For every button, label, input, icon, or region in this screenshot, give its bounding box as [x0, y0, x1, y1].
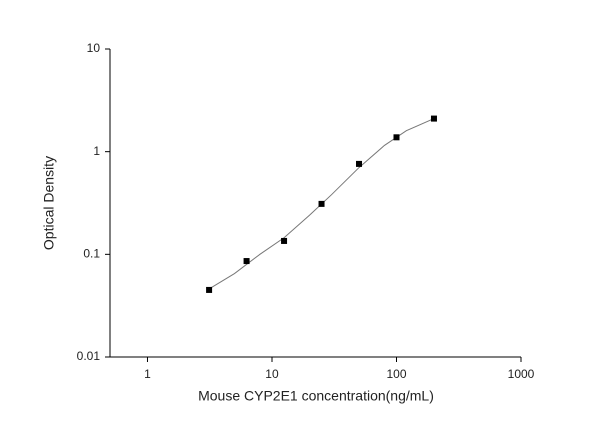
- y-tick-label: 0.1: [83, 247, 100, 261]
- y-axis-label: Optical Density: [41, 156, 57, 250]
- x-tick-label: 1: [144, 367, 151, 381]
- y-tick-label: 1: [93, 144, 100, 158]
- data-point: [393, 134, 400, 141]
- data-point: [281, 237, 288, 244]
- data-point: [356, 160, 363, 167]
- y-tick-label: 10: [87, 41, 101, 55]
- data-point: [206, 286, 213, 293]
- x-tick-label: 10: [265, 367, 279, 381]
- data-point: [430, 115, 437, 122]
- x-axis-label: Mouse CYP2E1 concentration(ng/mL): [198, 388, 434, 404]
- data-point: [243, 258, 250, 265]
- x-tick-label: 100: [386, 367, 406, 381]
- y-tick-label: 0.01: [77, 349, 101, 363]
- data-point: [318, 200, 325, 207]
- x-tick-label: 1000: [508, 367, 535, 381]
